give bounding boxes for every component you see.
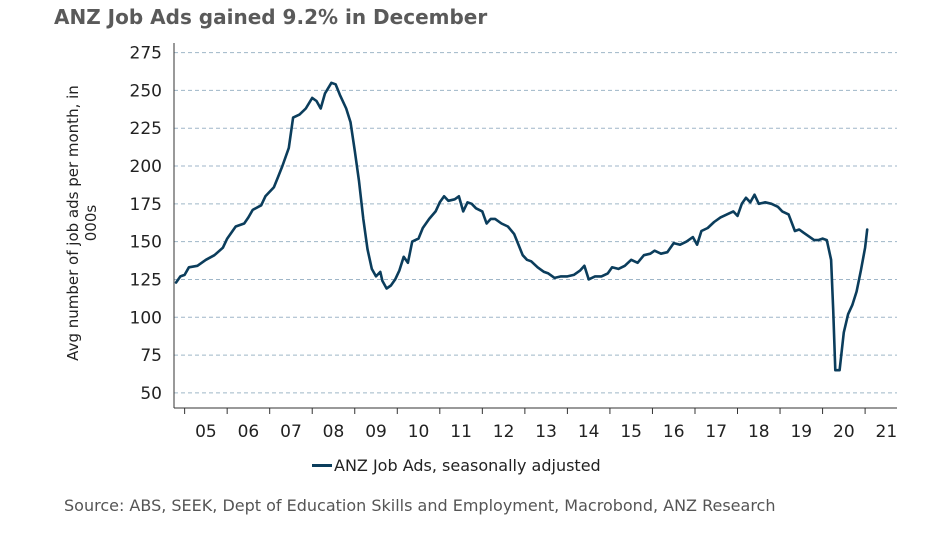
x-tick-label-19: 19 (790, 422, 812, 442)
x-tick-label-12: 12 (493, 422, 515, 442)
legend: ANZ Job Ads, seasonally adjusted (312, 456, 601, 475)
x-tick-label-09: 09 (365, 422, 387, 442)
source-note: Source: ABS, SEEK, Dept of Education Ski… (64, 496, 776, 515)
x-tick-label-14: 14 (578, 422, 600, 442)
y-tick-label-125: 125 (130, 270, 162, 290)
x-tick-label-11: 11 (450, 422, 472, 442)
y-axis-ticks: 50 75 100 125 150 175 200 225 250 275 (130, 43, 175, 408)
y-tick-label-225: 225 (130, 119, 162, 139)
y-tick-label-150: 150 (130, 233, 162, 253)
y-tick-label-275: 275 (130, 44, 162, 64)
y-tick-label-75: 75 (140, 346, 162, 366)
y-tick-label-250: 250 (130, 81, 162, 101)
line-chart: 50 75 100 125 150 175 200 225 250 275 05 06 07 08 09 1… (130, 43, 898, 442)
x-tick-label-08: 08 (323, 422, 345, 442)
series-group (174, 81, 869, 372)
x-axis: 05 06 07 08 09 10 11 12 13 14 15 16 17 18 19 20 21 (174, 407, 898, 442)
legend-swatch (312, 464, 332, 467)
x-tick-label-17: 17 (705, 422, 727, 442)
x-tick-label-10: 10 (408, 422, 430, 442)
y-tick-label-100: 100 (130, 308, 162, 328)
x-tick-label-15: 15 (620, 422, 642, 442)
x-tick-label-07: 07 (280, 422, 302, 442)
legend-label: ANZ Job Ads, seasonally adjusted (334, 456, 601, 475)
y-tick-label-200: 200 (130, 157, 162, 177)
x-tick-label-13: 13 (535, 422, 557, 442)
x-tick-label-18: 18 (748, 422, 770, 442)
x-tick-label-16: 16 (663, 422, 685, 442)
chart-title: ANZ Job Ads gained 9.2% in December (54, 5, 488, 29)
series-line-0 (174, 81, 869, 372)
x-tick-label-21: 21 (876, 422, 898, 442)
y-tick-label-175: 175 (130, 195, 162, 215)
gridlines (174, 52, 897, 394)
x-tick-label-06: 06 (238, 422, 260, 442)
x-tick-label-05: 05 (195, 422, 217, 442)
y-tick-label-50: 50 (140, 384, 162, 404)
x-tick-label-20: 20 (833, 422, 855, 442)
